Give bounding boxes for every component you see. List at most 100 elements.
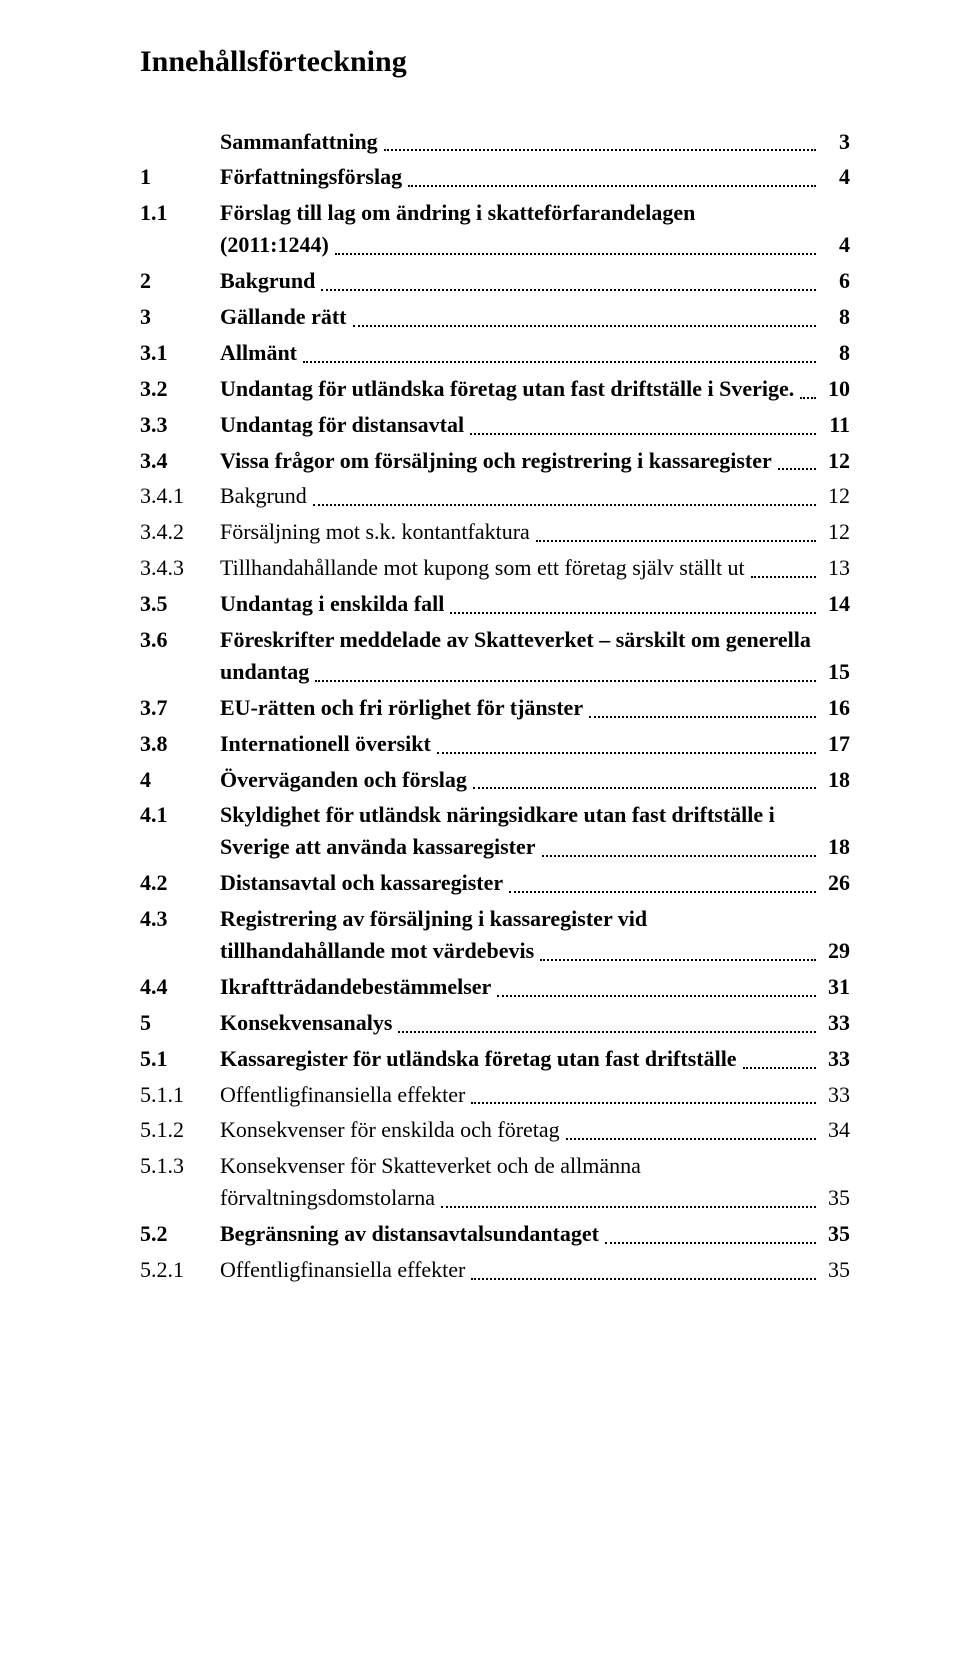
toc-entry: 3.4.1Bakgrund12	[140, 480, 850, 512]
toc-entry-text: Föreskrifter meddelade av Skatteverket –…	[220, 624, 850, 656]
toc-entry-page: 33	[818, 1007, 850, 1039]
toc-entry: 3.7EU-rätten och fri rörlighet för tjäns…	[140, 692, 850, 724]
toc-entry-page: 12	[818, 516, 850, 548]
toc-entry-number: 3.4.2	[140, 516, 220, 548]
toc-leader	[384, 149, 816, 151]
toc-entry-line2: undantag 15	[140, 656, 850, 688]
toc-entry: 4.2Distansavtal och kassaregister 26	[140, 867, 850, 899]
toc-entry-text: Distansavtal och kassaregister	[220, 867, 507, 899]
page-title: Innehållsförteckning	[140, 40, 850, 84]
toc-entry-text-cont: tillhandahållande mot värdebevis	[220, 935, 538, 967]
toc-entry: 5Konsekvensanalys 33	[140, 1007, 850, 1039]
toc-entry-page: 33	[818, 1079, 850, 1111]
toc-entry: Sammanfattning 3	[140, 126, 850, 158]
toc-entry-page: 6	[818, 265, 850, 297]
toc-entry-text: Bakgrund	[220, 480, 311, 512]
toc-entry-page: 12	[818, 480, 850, 512]
toc-entry-number: 5.1.1	[140, 1079, 220, 1111]
toc-leader	[800, 397, 816, 399]
toc-entry-number: 5.2	[140, 1218, 220, 1250]
toc-entry: 3.4.2Försäljning mot s.k. kontantfaktura…	[140, 516, 850, 548]
toc-leader	[321, 289, 816, 291]
toc-leader	[470, 433, 816, 435]
toc-entry: 3.8Internationell översikt17	[140, 728, 850, 760]
toc-entry-page: 16	[818, 692, 850, 724]
toc-leader	[450, 612, 816, 614]
toc-entry-number: 3.1	[140, 337, 220, 369]
toc-entry-text: Konsekvensanalys	[220, 1007, 396, 1039]
toc-entry-text: Offentligfinansiella effekter	[220, 1079, 469, 1111]
toc-entry-text: Skyldighet för utländsk näringsidkare ut…	[220, 799, 850, 831]
toc-entry: 1.1Förslag till lag om ändring i skattef…	[140, 197, 850, 261]
toc-entry-text-cont: undantag	[220, 656, 313, 688]
toc-entry-line2: förvaltningsdomstolarna35	[140, 1182, 850, 1214]
toc-entry-page: 26	[818, 867, 850, 899]
toc-entry-number: 4.3	[140, 903, 220, 935]
toc-entry-text: Undantag för distansavtal	[220, 409, 468, 441]
toc-leader	[398, 1031, 816, 1033]
toc-entry-text: Konsekvenser för enskilda och företag	[220, 1114, 564, 1146]
toc-entry-page: 3	[818, 126, 850, 158]
toc-entry-page: 15	[818, 656, 850, 688]
toc-entry-page: 35	[818, 1254, 850, 1286]
toc-leader	[743, 1067, 816, 1069]
toc-leader	[778, 468, 816, 470]
toc-entry-number: 3.8	[140, 728, 220, 760]
toc-entry-page: 31	[818, 971, 850, 1003]
toc-entry: 5.1.3Konsekvenser för Skatteverket och d…	[140, 1150, 850, 1214]
toc-leader	[509, 891, 816, 893]
toc-entry-text: Författningsförslag	[220, 161, 406, 193]
toc-entry-text: EU-rätten och fri rörlighet för tjänster	[220, 692, 587, 724]
toc-entry-text: Ikraftträdandebestämmelser	[220, 971, 495, 1003]
toc-entry-text: Internationell översikt	[220, 728, 435, 760]
toc-entry-number: 5	[140, 1007, 220, 1039]
toc-entry: 5.1Kassaregister för utländska företag u…	[140, 1043, 850, 1075]
toc-entry-number: 1	[140, 161, 220, 193]
toc-entry-number: 4.2	[140, 867, 220, 899]
toc-entry-number: 4	[140, 764, 220, 796]
toc-entry: 1Författningsförslag4	[140, 161, 850, 193]
toc-entry-line2: tillhandahållande mot värdebevis29	[140, 935, 850, 967]
toc-entry-text: Undantag för utländska företag utan fast…	[220, 373, 798, 405]
toc-entry-number: 3.3	[140, 409, 220, 441]
toc-entry-number: 5.1	[140, 1043, 220, 1075]
toc-entry-number: 5.1.2	[140, 1114, 220, 1146]
toc-leader	[540, 959, 816, 961]
toc-entry-number: 3.4	[140, 445, 220, 477]
toc-entry-text-cont: Sverige att använda kassaregister	[220, 831, 540, 863]
toc-entry-text: Undantag i enskilda fall	[220, 588, 448, 620]
toc-entry: 3.3Undantag för distansavtal 11	[140, 409, 850, 441]
toc-entry-text: Tillhandahållande mot kupong som ett för…	[220, 552, 749, 584]
toc-entry: 2Bakgrund6	[140, 265, 850, 297]
toc-entry-text-cont: förvaltningsdomstolarna	[220, 1182, 439, 1214]
toc-entry-text: Allmänt	[220, 337, 301, 369]
toc-entry-page: 4	[818, 229, 850, 261]
toc-entry-number: 3.5	[140, 588, 220, 620]
toc-entry-page: 35	[818, 1218, 850, 1250]
toc-entry-text: Kassaregister för utländska företag utan…	[220, 1043, 741, 1075]
toc-leader	[437, 752, 816, 754]
toc-entry-text: Sammanfattning	[220, 126, 382, 158]
toc-entry: 4.1Skyldighet för utländsk näringsidkare…	[140, 799, 850, 863]
toc-entry-page: 13	[818, 552, 850, 584]
toc-entry-text: Offentligfinansiella effekter	[220, 1254, 469, 1286]
toc-entry-page: 11	[818, 409, 850, 441]
toc-entry-number: 3.4.3	[140, 552, 220, 584]
toc-entry-text: Begränsning av distansavtalsundantaget	[220, 1218, 603, 1250]
toc-entry-page: 14	[818, 588, 850, 620]
toc-entry-page: 8	[818, 301, 850, 333]
toc-entry-text: Konsekvenser för Skatteverket och de all…	[220, 1150, 850, 1182]
toc-leader	[589, 716, 816, 718]
toc-entry-number: 5.1.3	[140, 1150, 220, 1182]
toc-leader	[473, 787, 816, 789]
toc-entry-page: 34	[818, 1114, 850, 1146]
toc-entry-page: 18	[818, 764, 850, 796]
toc-leader	[313, 504, 816, 506]
toc-entry: 5.1.1Offentligfinansiella effekter 33	[140, 1079, 850, 1111]
toc-entry-text: Försäljning mot s.k. kontantfaktura	[220, 516, 534, 548]
toc-entry-text: Överväganden och förslag	[220, 764, 471, 796]
toc-entry-number: 5.2.1	[140, 1254, 220, 1286]
toc-entry: 5.1.2Konsekvenser för enskilda och föret…	[140, 1114, 850, 1146]
toc-entry-text: Bakgrund	[220, 265, 319, 297]
toc-entry-page: 33	[818, 1043, 850, 1075]
